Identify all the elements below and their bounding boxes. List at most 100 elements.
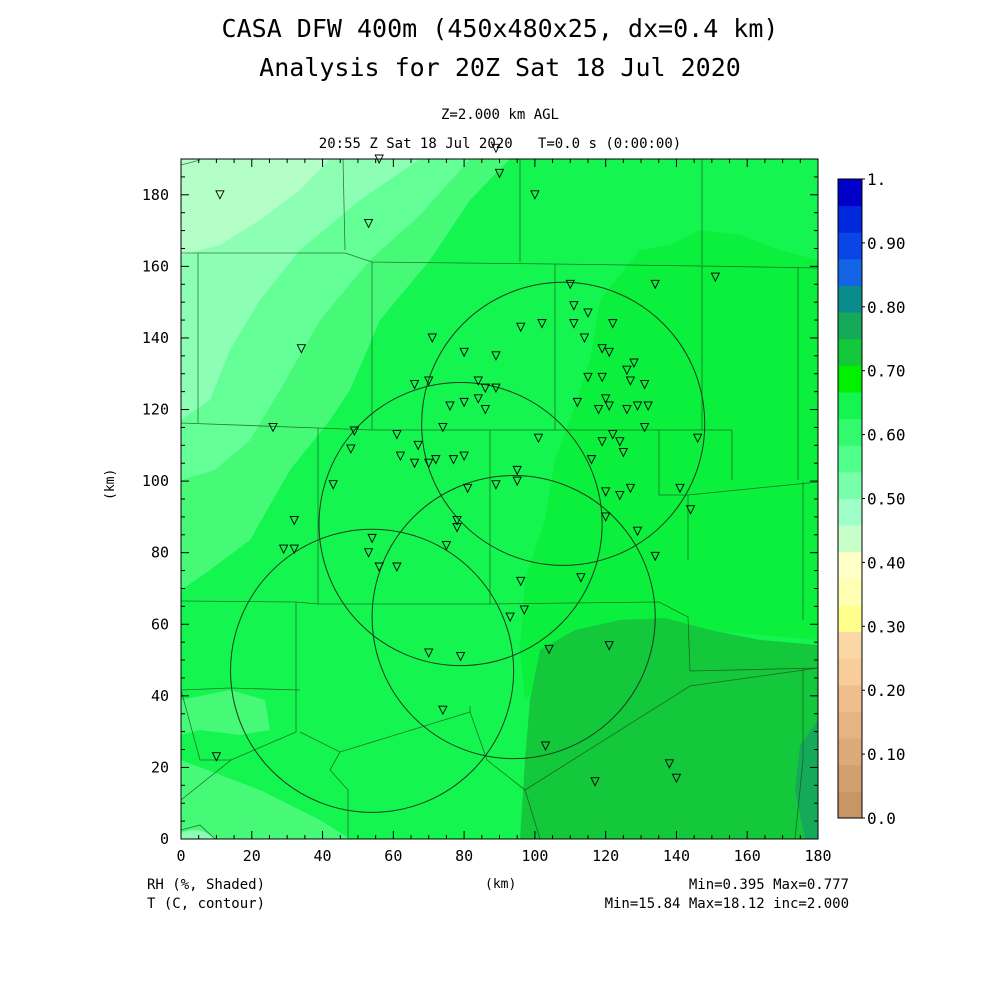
station-marker (445, 401, 455, 411)
station-marker (639, 422, 650, 433)
station-marker (608, 430, 618, 440)
county-line (181, 600, 818, 672)
station-marker (572, 397, 583, 408)
station-marker (604, 641, 614, 651)
colorbar-label: 0.30 (867, 617, 906, 636)
station-marker (392, 430, 402, 440)
y-tick-label: 40 (151, 687, 169, 705)
station-marker (438, 705, 448, 716)
station-marker (491, 143, 501, 154)
station-marker (597, 372, 607, 383)
station-marker (622, 365, 632, 376)
station-marker (392, 562, 402, 573)
station-marker (604, 347, 614, 358)
radar-range-ring (421, 281, 706, 566)
colorbar-label: 0.10 (867, 745, 906, 764)
station-marker (452, 523, 462, 533)
county-line (181, 824, 216, 839)
y-tick-label: 0 (160, 830, 169, 848)
station-marker (491, 383, 501, 394)
x-tick-label: 100 (521, 847, 548, 865)
station-marker (600, 487, 611, 497)
y-tick-label: 20 (151, 758, 169, 776)
footer-rh-label: RH (%, Shaded) (147, 877, 266, 893)
station-marker (675, 483, 685, 494)
station-marker (615, 437, 625, 447)
station-marker (363, 218, 374, 229)
rh-region (181, 760, 350, 839)
station-marker (459, 347, 469, 358)
y-tick-label: 120 (142, 401, 169, 419)
colorbar-swatch (838, 205, 862, 233)
colorbar-label: 0.70 (867, 362, 906, 381)
rh-region (181, 830, 215, 839)
station-marker (491, 480, 501, 490)
colorbar-swatch (838, 551, 862, 579)
station-marker (494, 168, 505, 179)
colorbar-label: 1. (867, 170, 886, 189)
station-marker (569, 319, 579, 329)
station-marker (473, 394, 483, 404)
station-marker (516, 576, 526, 587)
station-marker (448, 455, 459, 465)
station-marker (459, 397, 469, 408)
colorbar-swatch (838, 631, 862, 659)
station-marker (211, 752, 222, 762)
station-marker (593, 405, 604, 415)
colorbar-label: 0.90 (867, 234, 906, 253)
county-line (181, 687, 301, 691)
station-marker (289, 544, 299, 555)
colorbar-label: 0.50 (867, 490, 906, 509)
station-marker (600, 512, 611, 522)
colorbar-swatch (838, 764, 862, 792)
county-boundaries (181, 159, 818, 839)
colorbar-swatch (838, 711, 862, 739)
station-marker (625, 376, 636, 386)
colorbar-label: 0.0 (867, 809, 896, 828)
county-line (524, 667, 818, 791)
station-marker (452, 516, 462, 526)
county-line (524, 789, 541, 839)
station-marker (427, 333, 437, 343)
rh-shaded-field (181, 159, 818, 839)
station-marker (268, 422, 278, 433)
station-marker (576, 573, 586, 583)
y-tick-label: 100 (142, 472, 169, 490)
county-line (342, 159, 346, 251)
y-axis-label: (km) (103, 468, 118, 500)
station-marker (692, 433, 703, 444)
rh-region (520, 230, 818, 700)
time-label: 20:55 Z Sat 18 Jul 2020 T=0.0 s (0:00:00… (318, 136, 682, 152)
station-marker (431, 455, 441, 465)
colorbar-swatch (838, 312, 862, 340)
colorbar-label: 0.40 (867, 553, 906, 572)
station-marker (374, 562, 384, 573)
station-marker (569, 301, 579, 311)
station-marker (625, 483, 636, 494)
station-marker (622, 405, 632, 415)
station-marker (438, 422, 448, 433)
footer-t-minmax: Min=15.84 Max=18.12 inc=2.000 (604, 896, 849, 912)
rh-region (520, 618, 818, 839)
title-line-1: CASA DFW 400m (450x480x25, dx=0.4 km) (221, 14, 779, 43)
station-marker (632, 401, 643, 411)
y-tick-label: 160 (142, 257, 169, 275)
y-tick-label: 80 (151, 544, 169, 562)
station-marker (441, 541, 452, 551)
station-marker (590, 777, 600, 787)
station-marker (455, 652, 466, 662)
radar-range-ring (318, 381, 603, 667)
station-marker (367, 533, 377, 544)
footer-rh-minmax: Min=0.395 Max=0.777 (688, 877, 849, 893)
station-marker (544, 644, 554, 655)
station-marker (413, 440, 423, 451)
station-marker (643, 401, 653, 411)
station-marker (480, 383, 491, 394)
station-markers (211, 143, 721, 787)
colorbar-swatch (838, 791, 862, 819)
county-line (181, 159, 201, 166)
colorbar-label: 0.80 (867, 298, 906, 317)
station-marker (512, 465, 522, 476)
rh-region (795, 720, 818, 839)
station-marker (586, 455, 597, 465)
